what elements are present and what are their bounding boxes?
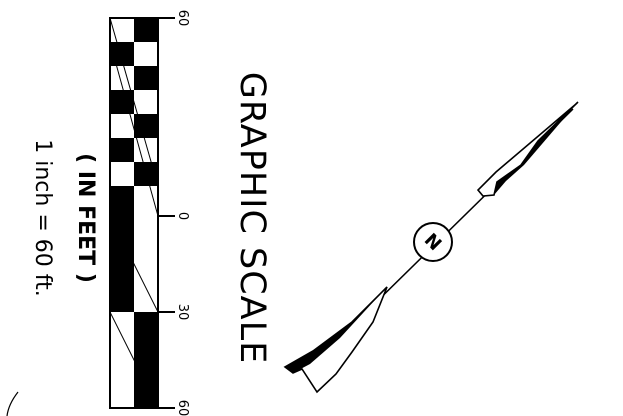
tick-label: 30 [175, 304, 190, 321]
scale-bar-ticks [158, 17, 175, 409]
hatch-line [109, 41, 159, 217]
tick-label: 0 [175, 212, 190, 220]
scale-block [110, 42, 134, 66]
tick-label: 60 [175, 400, 190, 416]
scale-bar-hatch-lines [109, 17, 159, 409]
hatch-line [109, 215, 159, 313]
north-arrow-head-outline [476, 101, 579, 197]
hatch-line [109, 17, 159, 187]
scale-block [134, 18, 158, 42]
scale-block [134, 312, 158, 408]
units-label: ( IN FEET ) [73, 153, 98, 283]
scale-block [110, 186, 134, 216]
scale-bar-main-divisions [110, 216, 158, 408]
scale-ratio-label: 1 inch = 60 ft. [30, 139, 55, 296]
graphic-scale-title: GRAPHIC SCALE [232, 72, 272, 365]
north-arrow: N [283, 101, 579, 394]
scale-block [110, 138, 134, 162]
left-edge-arc [6, 391, 19, 416]
graphic-scale-bar: 60 0 30 60 [109, 10, 190, 416]
scale-bar-fine-divisions [110, 18, 158, 216]
hatch-line [109, 311, 159, 409]
tick-label: 60 [175, 10, 190, 27]
scale-block [110, 90, 134, 114]
scale-block [110, 216, 134, 312]
scale-block [134, 66, 158, 90]
north-arrow-tail-fill [285, 287, 387, 373]
north-arrow-circle [413, 222, 453, 262]
north-arrow-head-fill [494, 102, 578, 195]
scale-block [134, 114, 158, 138]
